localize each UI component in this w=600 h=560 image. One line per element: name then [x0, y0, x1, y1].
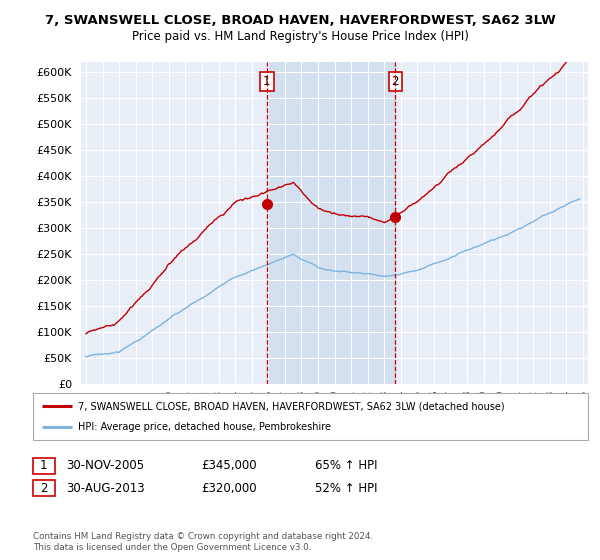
Text: 2: 2	[392, 74, 399, 87]
Text: £320,000: £320,000	[201, 482, 257, 495]
Text: Price paid vs. HM Land Registry's House Price Index (HPI): Price paid vs. HM Land Registry's House …	[131, 30, 469, 43]
Text: 7, SWANSWELL CLOSE, BROAD HAVEN, HAVERFORDWEST, SA62 3LW (detached house): 7, SWANSWELL CLOSE, BROAD HAVEN, HAVERFO…	[78, 401, 505, 411]
Text: 1: 1	[263, 74, 271, 87]
Text: 2: 2	[40, 482, 47, 495]
Text: £345,000: £345,000	[201, 459, 257, 473]
Text: 65% ↑ HPI: 65% ↑ HPI	[315, 459, 377, 473]
Text: 30-AUG-2013: 30-AUG-2013	[66, 482, 145, 495]
Text: 1: 1	[40, 459, 47, 473]
Text: 7, SWANSWELL CLOSE, BROAD HAVEN, HAVERFORDWEST, SA62 3LW: 7, SWANSWELL CLOSE, BROAD HAVEN, HAVERFO…	[44, 14, 556, 27]
Bar	[267, 62, 395, 384]
Text: Contains HM Land Registry data © Crown copyright and database right 2024.
This d: Contains HM Land Registry data © Crown c…	[33, 532, 373, 552]
Text: 30-NOV-2005: 30-NOV-2005	[66, 459, 144, 473]
Text: HPI: Average price, detached house, Pembrokeshire: HPI: Average price, detached house, Pemb…	[78, 422, 331, 432]
Text: 52% ↑ HPI: 52% ↑ HPI	[315, 482, 377, 495]
